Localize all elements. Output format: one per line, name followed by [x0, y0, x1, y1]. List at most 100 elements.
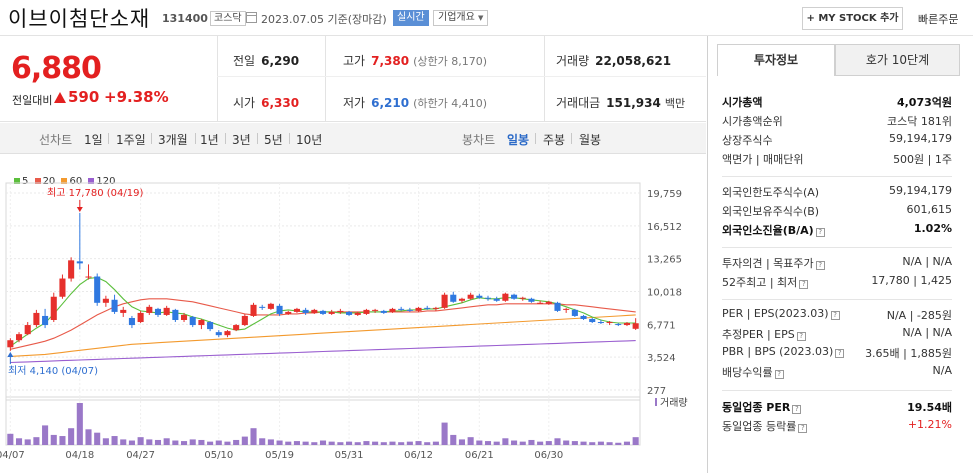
help-icon[interactable]: ? — [774, 370, 784, 379]
help-icon[interactable]: ? — [796, 332, 806, 341]
volume-bar — [484, 441, 492, 445]
info-value: 601,615 — [906, 203, 953, 216]
candle-body — [276, 305, 283, 314]
info-panel: 투자정보 호가 10단계 시가총액 4,073억원 시가총액순위 코스닥 181위 상장… — [707, 36, 973, 473]
y-tick-label: 19,759 — [647, 189, 682, 200]
volume-bar — [285, 441, 292, 445]
tab-invest-info[interactable]: 투자정보 — [717, 44, 835, 76]
candle-body — [372, 309, 379, 311]
candle-body — [94, 276, 101, 303]
amount-label: 거래대금 — [556, 96, 601, 110]
help-icon[interactable]: ? — [815, 261, 825, 270]
tab-1d[interactable]: 1일 — [84, 133, 103, 147]
divider — [289, 133, 290, 144]
candle-body — [415, 307, 422, 311]
tab-weekly[interactable]: 주봉 — [543, 133, 566, 147]
tab-5y[interactable]: 5년 — [264, 133, 283, 147]
tab-monthly[interactable]: 월봉 — [579, 133, 602, 147]
tab-3m[interactable]: 3개월 — [158, 133, 188, 147]
divider — [195, 133, 196, 144]
volume-bar — [293, 441, 300, 445]
market-badge: 코스닥 — [210, 11, 246, 26]
divider — [151, 133, 152, 144]
help-icon[interactable]: ? — [835, 349, 845, 358]
candle-body — [120, 309, 127, 313]
volume-bar — [363, 441, 370, 445]
high-arrow-head — [76, 207, 83, 213]
volume-bar — [346, 441, 353, 445]
volume-bar — [519, 441, 526, 445]
candle-body — [233, 325, 240, 331]
candle-body — [224, 331, 231, 336]
info-key: 외국인소진율(B/A) — [722, 224, 814, 237]
line-chart-label: 선차트 — [39, 133, 73, 147]
info-row: 추정PER | EPS? N/A | N/A — [722, 326, 952, 342]
prev-value: 6,290 — [261, 54, 300, 68]
help-icon[interactable]: ? — [798, 424, 808, 433]
help-icon[interactable]: ? — [799, 280, 809, 289]
price-chart[interactable]: 19,759 16,512 13,265 10,018 6,771 3,524 277 04/… — [0, 168, 706, 473]
candle-body — [50, 296, 57, 320]
high-price: 고가 7,380 (상한가 8,170) — [343, 52, 487, 69]
candle-body — [285, 311, 292, 314]
info-value: 1.02% — [913, 222, 952, 235]
volume-bar — [76, 403, 83, 445]
volume-bar — [441, 422, 448, 445]
tab-3y[interactable]: 3년 — [232, 133, 251, 147]
candle-body — [42, 315, 49, 326]
divider — [535, 133, 536, 144]
volume-bar — [267, 439, 274, 445]
help-icon[interactable]: ? — [815, 228, 825, 237]
volume-bar — [528, 439, 535, 445]
ma20-swatch — [34, 178, 41, 184]
volume-bar — [233, 439, 240, 445]
up-arrow-icon — [54, 92, 66, 103]
candle-body — [406, 309, 413, 311]
candle-body — [528, 298, 535, 302]
realtime-button[interactable]: 실시간 — [393, 10, 429, 26]
volume-bar — [181, 441, 188, 445]
x-tick-label: 05/19 — [265, 450, 294, 461]
volume-bar — [511, 440, 518, 445]
divider — [722, 247, 952, 248]
volume-bar — [580, 441, 587, 445]
tab-1w[interactable]: 1주일 — [116, 133, 146, 147]
volume-bar — [380, 442, 387, 445]
my-stock-add-button[interactable]: + MY STOCK 추가 — [802, 7, 903, 30]
volume-bar — [571, 441, 578, 445]
tab-1y[interactable]: 1년 — [200, 133, 219, 147]
volume-bar — [59, 436, 66, 445]
volume-bar — [432, 441, 439, 445]
volume-bar — [198, 439, 205, 445]
help-icon[interactable]: ? — [830, 311, 840, 320]
ma60-swatch — [61, 178, 68, 184]
quick-order-button[interactable]: 빠른주문 — [918, 13, 959, 26]
candle-body — [545, 301, 552, 304]
candle-body — [563, 308, 570, 310]
tab-daily[interactable]: 일봉 — [507, 133, 530, 147]
candle-body — [441, 294, 448, 308]
candle-body — [519, 297, 526, 299]
divider — [225, 133, 226, 144]
volume-bar — [15, 438, 23, 445]
info-row: 외국인소진율(B/A)? 1.02% — [722, 222, 952, 238]
tab-order-book[interactable]: 호가 10단계 — [835, 44, 960, 76]
info-value: N/A | N/A — [902, 326, 952, 339]
candle-body — [241, 315, 248, 326]
corp-info-label: 기업개요 — [438, 12, 475, 23]
open-label: 시가 — [233, 96, 256, 110]
help-icon[interactable]: ? — [792, 405, 802, 414]
volume-bar — [85, 429, 92, 445]
info-key: 외국인한도주식수(A) — [722, 186, 820, 199]
x-tick-label: 05/10 — [204, 450, 233, 461]
ma120-swatch — [88, 178, 95, 184]
info-value: 3.65배 | 1,885원 — [865, 347, 952, 360]
tab-10y[interactable]: 10년 — [296, 133, 323, 147]
corp-info-dropdown[interactable]: 기업개요 ▼ — [433, 10, 489, 26]
candle-body — [484, 297, 492, 299]
volume-bar — [24, 439, 31, 445]
candle-body — [467, 294, 474, 299]
volume-bar — [207, 441, 214, 445]
info-value: 500원 | 1주 — [893, 153, 952, 166]
volume-bar — [241, 436, 248, 445]
